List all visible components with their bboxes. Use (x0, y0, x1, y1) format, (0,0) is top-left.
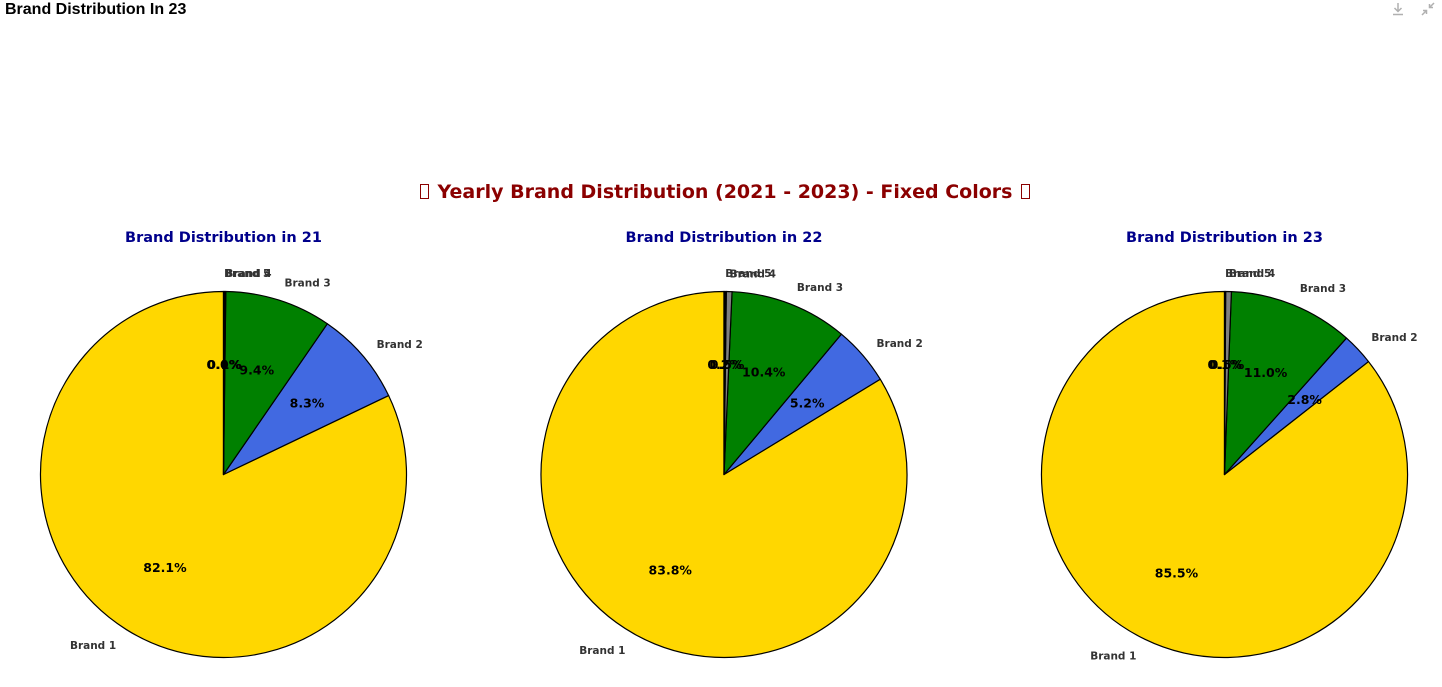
pie-slice-brand-5 (723, 290, 727, 476)
slice-percent-brand-2: 8.3% (290, 396, 325, 411)
missing-glyph-icon (419, 184, 429, 199)
slice-percent-brand-4: 0.5% (710, 357, 745, 372)
slice-percent-brand-4: 0.1% (207, 357, 242, 372)
suptitle-text: Yearly Brand Distribution (2021 - 2023) … (437, 181, 1013, 203)
slice-label-brand-1: Brand 1 (70, 640, 116, 652)
pie-chart-2: Brand Distribution in 22 Brand 1 83.8% Bran… (540, 230, 923, 659)
slice-percent-brand-5: 0.2% (707, 357, 742, 372)
slice-label-brand-4: Brand 4 (730, 268, 776, 280)
slice-percent-brand-2: 5.2% (790, 395, 825, 410)
figure-suptitle: Yearly Brand Distribution (2021 - 2023) … (0, 180, 1442, 204)
pie-slice-brand-3 (723, 291, 843, 476)
missing-glyph-icon (1021, 184, 1031, 199)
pie-slice-brand-1 (540, 290, 908, 659)
slice-percent-brand-3: 10.4% (742, 365, 786, 380)
slice-label-brand-4: Brand 4 (1229, 268, 1275, 280)
collapse-icon[interactable] (1420, 1, 1436, 17)
pie-slice-brand-5 (1223, 290, 1227, 476)
page-title: Brand Distribution In 23 (5, 1, 187, 18)
slice-label-brand-4: Brand 4 (225, 268, 271, 280)
slice-label-brand-2: Brand 2 (1371, 332, 1417, 344)
chart-title: Brand Distribution in 22 (626, 230, 823, 246)
slice-percent-brand-5: 0.1% (1208, 357, 1243, 372)
pie-slice-brand-2 (222, 323, 390, 476)
slice-percent-brand-3: 9.4% (239, 362, 274, 377)
slice-label-brand-3: Brand 3 (285, 278, 331, 290)
pie-slice-brand-1 (1040, 290, 1409, 659)
slice-label-brand-5: Brand 5 (725, 268, 771, 280)
slice-label-brand-3: Brand 3 (1300, 283, 1346, 295)
chart-title: Brand Distribution in 23 (1126, 230, 1323, 246)
slice-label-brand-3: Brand 3 (797, 282, 843, 294)
slice-percent-brand-2: 2.8% (1287, 392, 1322, 407)
slice-percent-brand-3: 11.0% (1244, 365, 1288, 380)
pie-chart-1: Brand Distribution in 21 Brand 1 82.1% Bran… (39, 230, 423, 659)
chart-title: Brand Distribution in 21 (125, 230, 322, 246)
slice-percent-brand-1: 83.8% (649, 563, 693, 578)
slice-label-brand-1: Brand 1 (579, 645, 625, 657)
slice-percent-brand-5: 0.0% (207, 357, 242, 372)
pie-chart-3: Brand Distribution in 23 Brand 1 85.5% Bran… (1040, 230, 1418, 663)
slice-label-brand-1: Brand 1 (1090, 651, 1136, 663)
slice-percent-brand-1: 85.5% (1155, 566, 1199, 581)
slice-percent-brand-1: 82.1% (143, 560, 187, 575)
pie-slice-brand-3 (222, 290, 328, 476)
download-icon[interactable] (1390, 1, 1406, 17)
slice-label-brand-5: Brand 5 (224, 268, 270, 280)
pie-slice-brand-3 (1223, 291, 1348, 476)
slice-label-brand-2: Brand 2 (877, 338, 923, 350)
chart-toolbar (1390, 1, 1436, 17)
pie-slice-brand-5 (222, 290, 226, 476)
slice-percent-brand-4: 0.5% (1210, 357, 1245, 372)
slice-label-brand-2: Brand 2 (377, 339, 423, 351)
slice-label-brand-5: Brand 5 (1225, 268, 1271, 280)
